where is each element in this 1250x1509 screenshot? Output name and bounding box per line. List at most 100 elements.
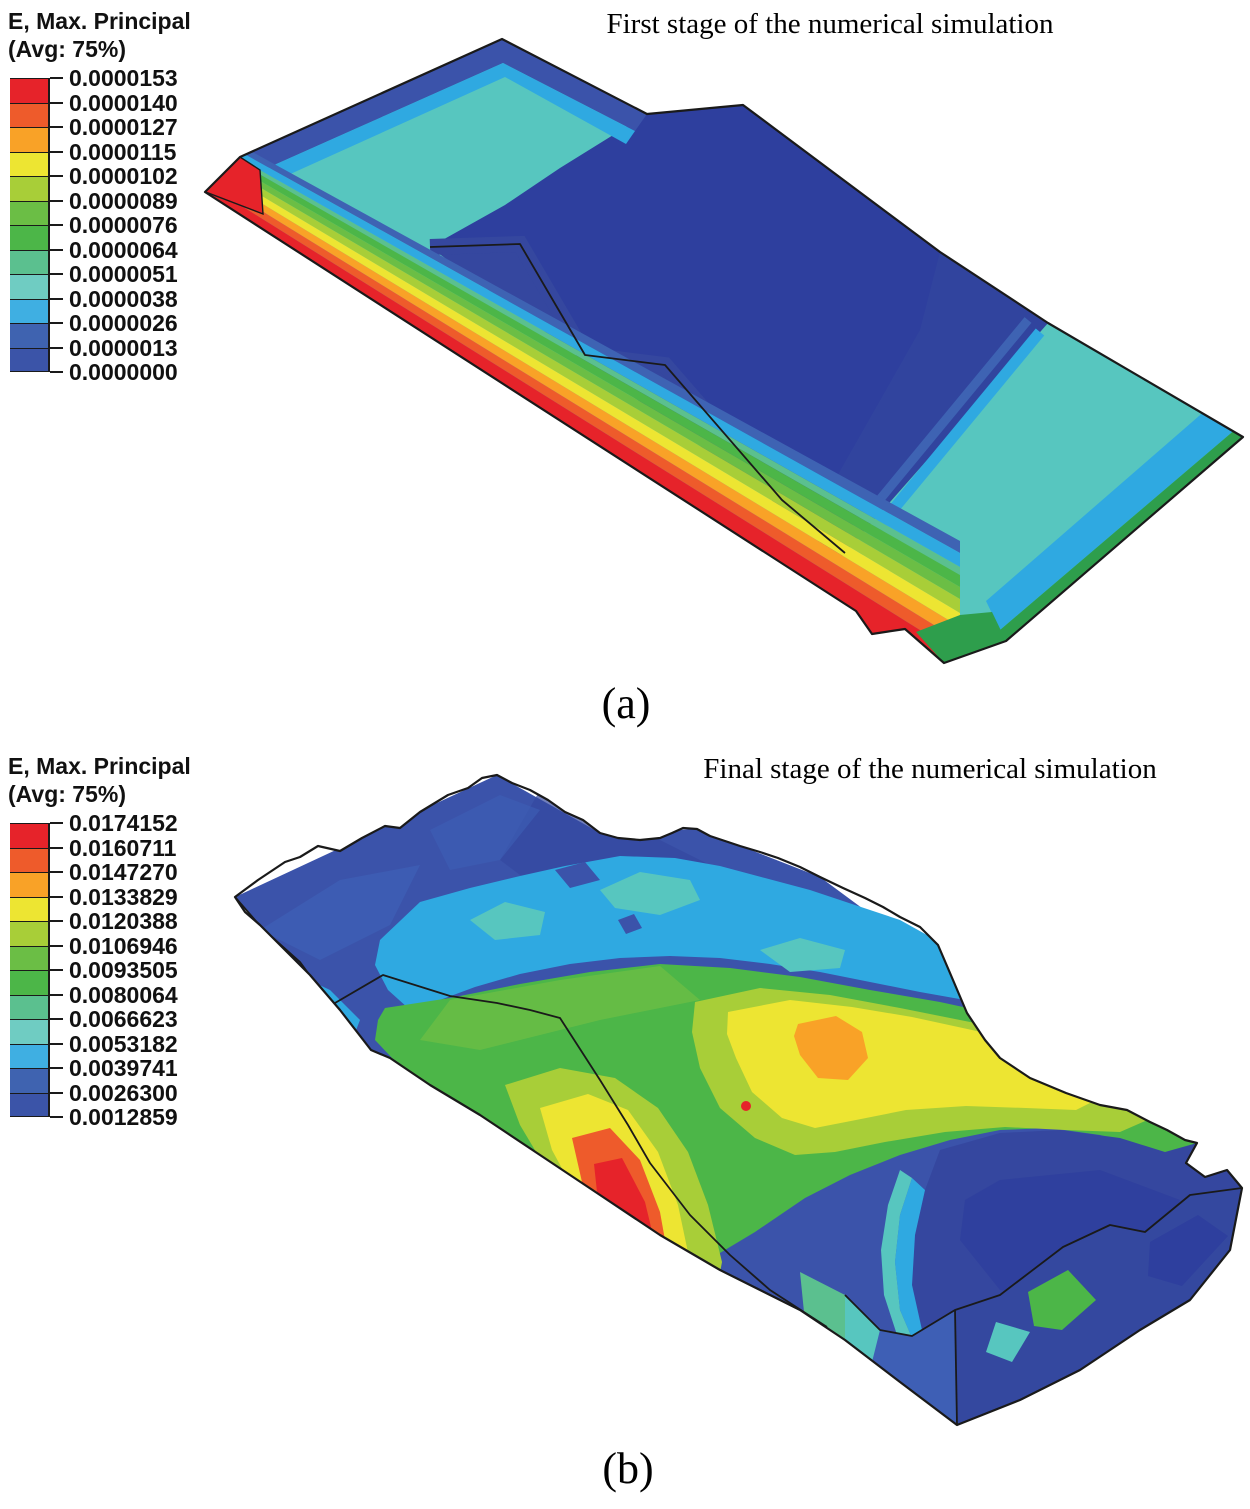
legend-swatch <box>10 872 48 897</box>
legend-tick-mark <box>50 248 63 251</box>
legend-tick-mark <box>50 346 63 349</box>
simulation-b-contour-plot <box>233 773 1244 1427</box>
legend-swatch <box>10 249 48 274</box>
legend-swatch <box>10 127 48 152</box>
legend-swatch <box>10 200 48 225</box>
legend-tick-mark <box>50 199 63 202</box>
legend-tick-label: 0.0093505 <box>69 957 178 983</box>
legend-swatch <box>10 994 48 1019</box>
legend-tick-mark <box>50 895 63 898</box>
legend-swatch <box>10 225 48 250</box>
legend-tick-label: 0.0039741 <box>69 1055 178 1081</box>
legend-swatch <box>10 847 48 872</box>
legend-tick-mark <box>50 322 63 324</box>
legend-swatch <box>10 945 48 970</box>
model-a-outline <box>203 37 1245 665</box>
legend-tick-mark <box>50 846 63 849</box>
legend-field-label: E, Max. Principal <box>8 8 191 34</box>
legend-tick-label: 0.0000140 <box>69 89 178 116</box>
legend-swatch <box>10 102 48 127</box>
legend-tick-label: 0.0080064 <box>69 981 178 1008</box>
legend-tick-label: 0.0133829 <box>69 883 178 910</box>
legend-tick-label: 0.0174152 <box>69 810 178 836</box>
legend-tick-mark <box>50 871 63 873</box>
legend-swatch <box>10 78 48 103</box>
legend-tick-mark <box>50 1116 63 1118</box>
legend-tick-label: 0.0000102 <box>69 163 178 189</box>
legend-swatch <box>10 1019 48 1044</box>
legend-tick-label: 0.0160711 <box>69 834 177 861</box>
legend-tick-mark <box>50 101 63 104</box>
legend-swatch <box>10 298 48 323</box>
legend-tick-label: 0.0000026 <box>69 310 178 336</box>
legend-colorbar <box>10 823 50 1117</box>
legend-tick-mark <box>50 77 63 79</box>
legend-tick-mark <box>50 969 63 971</box>
legend-tick-label: 0.0000153 <box>69 65 178 91</box>
legend-tick-mark <box>50 1067 63 1069</box>
right-end-face <box>916 396 1243 663</box>
legend-tick-mark <box>50 297 63 300</box>
legend-tick-label: 0.0066623 <box>69 1006 178 1032</box>
legend-swatch <box>10 921 48 946</box>
high-strain-yellow-zone <box>692 988 1152 1155</box>
panel-b-caption: (b) <box>602 1444 654 1493</box>
legend-tick-label: 0.0000013 <box>69 334 178 361</box>
legend-tick-label: 0.0053182 <box>69 1030 178 1057</box>
legend-tick-mark <box>50 175 63 177</box>
panel-a-caption: (a) <box>601 679 651 728</box>
model-b-outline <box>233 773 1244 1427</box>
strain-gradient-band <box>205 126 960 663</box>
legend-tick-label: 0.0147270 <box>69 859 178 885</box>
legend-averaging-label: (Avg: 75%) <box>8 36 126 62</box>
panel-b-title: Final stage of the numerical simulation <box>703 753 1157 785</box>
legend-swatch <box>10 323 48 348</box>
legend-tick-label: 0.0106946 <box>69 932 178 959</box>
legend-swatch <box>10 1043 48 1068</box>
legend-swatch <box>10 1068 48 1093</box>
legend-tick-label: 0.0000051 <box>69 261 178 287</box>
legend-tick-label: 0.0000115 <box>69 138 177 165</box>
legend-tick-mark <box>50 371 63 373</box>
legend-swatch <box>10 1092 48 1117</box>
legend-tick-mark <box>50 126 63 128</box>
legend-swatch <box>10 151 48 176</box>
legend-tick-label: 0.0000127 <box>69 114 178 140</box>
orange-strain-spot <box>794 1016 868 1080</box>
legend-tick-mark <box>50 150 63 153</box>
legend-tick-mark <box>50 1042 63 1045</box>
legend-tick-mark <box>50 944 63 947</box>
legend-tick-mark <box>50 1091 63 1094</box>
legend-colorbar <box>10 78 50 372</box>
legend-tick-label: 0.0000089 <box>69 187 178 214</box>
legend-tick-label: 0.0000064 <box>69 236 178 263</box>
panel-a-title: First stage of the numerical simulation <box>606 8 1054 40</box>
legend-tick-label: 0.0026300 <box>69 1079 178 1106</box>
slope-toe-crease <box>429 243 846 554</box>
legend-field-label: E, Max. Principal <box>8 753 191 779</box>
model-a <box>205 39 1243 663</box>
legend-tick-label: 0.0000038 <box>69 285 178 312</box>
legend-averaging-label: (Avg: 75%) <box>8 781 126 807</box>
model-b <box>235 775 1242 1425</box>
legend-swatch <box>10 176 48 201</box>
legend-tick-label: 0.0120388 <box>69 908 178 934</box>
legend-swatch <box>10 347 48 372</box>
legend-tick-mark <box>50 224 63 226</box>
legend-swatch <box>10 896 48 921</box>
simulation-a-contour-plot <box>203 37 1245 665</box>
legend-tick-mark <box>50 920 63 922</box>
legend-tick-mark <box>50 822 63 824</box>
legend-tick-mark <box>50 273 63 275</box>
legend-tick-label: 0.0012859 <box>69 1104 178 1130</box>
legend-swatch <box>10 970 48 995</box>
legend-tick-mark <box>50 993 63 996</box>
contour-legend-a: E, Max. Principal (Avg: 75%) 0.0000153 0.… <box>6 8 216 408</box>
legend-swatch <box>10 274 48 299</box>
back-edge-bands <box>238 39 647 185</box>
legend-swatch <box>10 823 48 848</box>
legend-tick-mark <box>50 1018 63 1020</box>
contour-legend-b: E, Max. Principal (Avg: 75%) 0.0174152 0.… <box>6 753 216 1153</box>
legend-tick-label: 0.0000000 <box>69 359 178 385</box>
